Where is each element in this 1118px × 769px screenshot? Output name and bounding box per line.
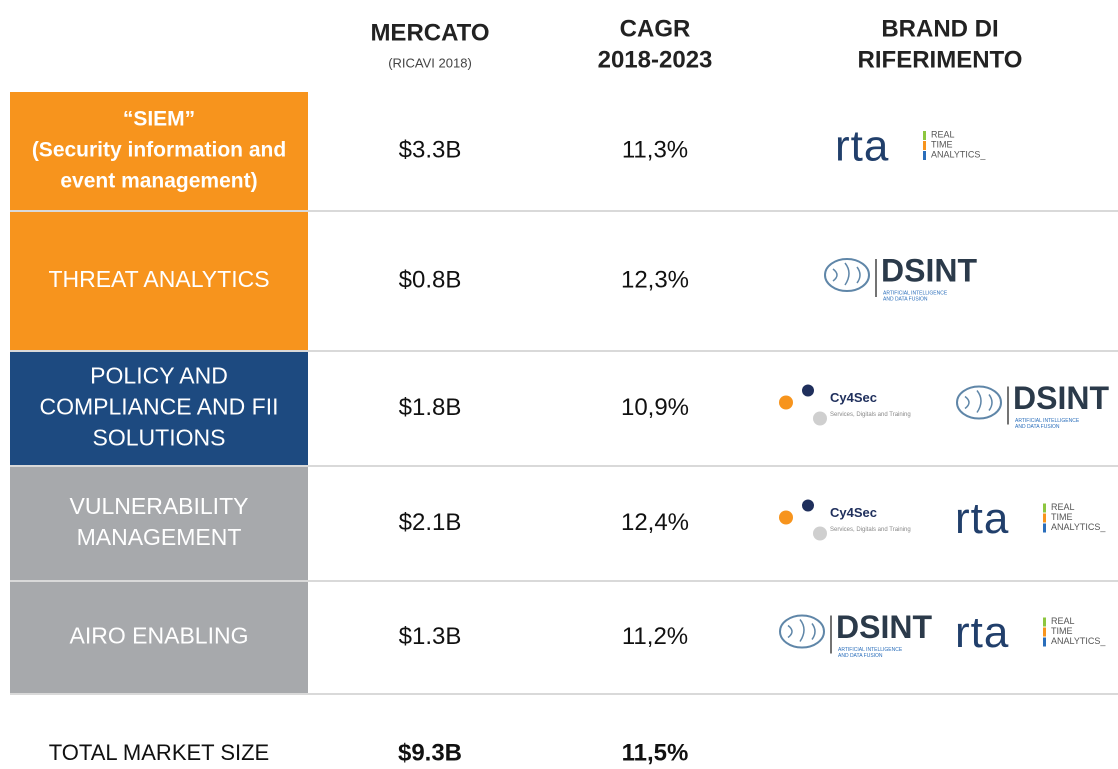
segment-label: POLICY AND [90,363,228,389]
logo-tagline: TIME [931,139,953,149]
logo-rta: rta [955,608,1009,657]
logo-tagline: REAL [1051,502,1075,512]
logo-dot [779,510,793,525]
segment-label: THREAT ANALYTICS [48,266,269,292]
logo-bar [923,131,926,140]
logo-tagline: REAL [931,129,955,139]
segment-cell [10,467,308,580]
logo-brain [956,385,1002,420]
column-title: CAGR [620,15,691,42]
logo-dot [813,526,827,541]
logo-tagline: ANALYTICS_ [1051,522,1106,532]
logo-brain-fold [787,619,816,642]
logo-tagline: AND DATA FUSION [1015,424,1060,430]
cagr-value: 11,2% [622,623,688,650]
logo-tagline: AND DATA FUSION [883,296,928,302]
segment-label: “SIEM” [123,108,195,131]
cagr-value: 11,3% [622,136,688,163]
market-value: $1.3B [399,623,462,650]
logo-dsint: DSINT [1013,380,1109,416]
logo-brain-fold [832,262,861,286]
logo-rta: rta [835,122,889,171]
logo-bar [1043,637,1046,647]
column-title: RIFERIMENTO [858,46,1023,73]
cagr-value: 12,3% [621,266,689,293]
segment-cell [10,92,308,210]
column-title: BRAND DI [881,15,998,42]
logo-tagline: ARTIFICIAL INTELLIGENCE [838,647,903,653]
segment-cell [10,582,308,693]
logo-brain [824,258,870,292]
segment-label: event management) [60,170,257,193]
logo-brain [779,614,825,649]
logo-bar [1043,523,1046,533]
logo-brain-fold [964,390,993,413]
logo-bar [923,151,926,160]
logo-tagline: REAL [1051,616,1075,626]
logo-dsint: DSINT [836,609,932,645]
logo-bar [1043,627,1046,637]
total-market: $9.3B [398,739,462,766]
logo-tagline: ARTIFICIAL INTELLIGENCE [883,290,948,296]
logo-dot [779,395,793,410]
logo-bar [1043,617,1046,627]
column-subtitle: (RICAVI 2018) [388,55,472,70]
logo-tagline: ANALYTICS_ [931,149,986,159]
logo-tagline: Services, Digitals and Training [830,412,911,418]
logo-cy4sec: Cy4Sec [830,505,877,520]
cagr-value: 10,9% [621,394,689,421]
market-value: $2.1B [399,509,462,536]
segment-label: SOLUTIONS [93,425,226,451]
logo-dot [802,384,814,397]
segment-label: AIRO ENABLING [70,623,249,649]
logo-bar [1043,503,1046,513]
segment-label: (Security information and [32,139,286,162]
column-title: 2018-2023 [598,46,713,73]
total-cagr: 11,5% [622,739,689,766]
segment-label: MANAGEMENT [77,524,242,550]
market-value: $1.8B [399,394,462,421]
logo-dot [813,411,827,426]
segment-cell [10,212,308,350]
logo-tagline: ARTIFICIAL INTELLIGENCE [1015,418,1080,424]
logo-tagline: TIME [1051,512,1073,522]
segment-label: COMPLIANCE AND FII [40,394,279,420]
logo-tagline: Services, Digitals and Training [830,527,911,533]
logo-bar [923,141,926,150]
segment-cell [10,352,308,465]
total-label: TOTAL MARKET SIZE [49,740,269,765]
segment-label: VULNERABILITY [70,493,249,519]
logo-rta: rta [955,494,1009,543]
market-value: $3.3B [399,136,462,163]
logo-tagline: AND DATA FUSION [838,653,883,659]
column-title: MERCATO [370,19,489,46]
cagr-value: 12,4% [621,509,689,536]
logo-bar [1043,513,1046,523]
logo-cy4sec: Cy4Sec [830,390,877,405]
logo-tagline: ANALYTICS_ [1051,636,1106,646]
logo-dsint: DSINT [881,252,977,288]
logo-dot [802,499,814,512]
market-value: $0.8B [399,266,462,293]
logo-tagline: TIME [1051,626,1073,636]
